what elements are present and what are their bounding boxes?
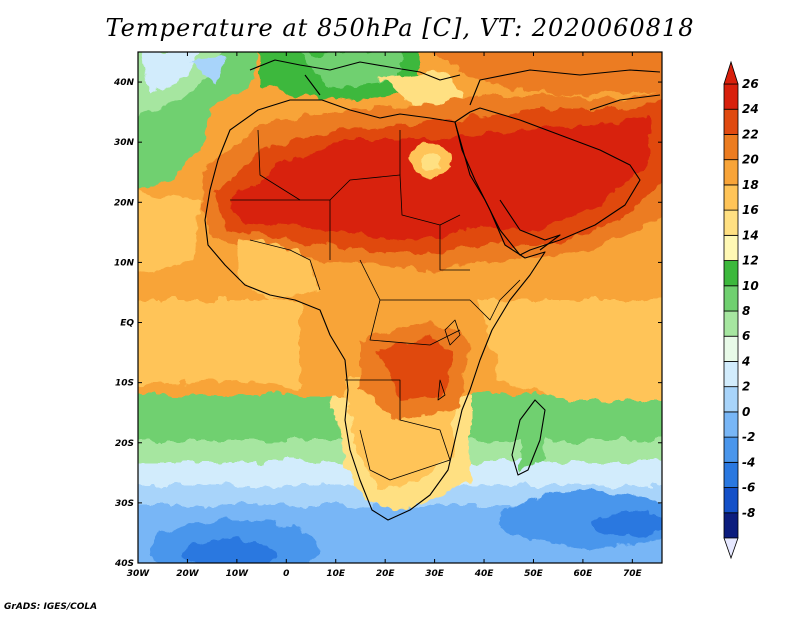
colorbar-swatch [723, 285, 739, 312]
colorbar-label: 26 [742, 77, 759, 91]
latitude-label: 40N [113, 78, 135, 88]
colorbar-swatch [723, 436, 739, 463]
colorbar-max-arrow [723, 60, 739, 85]
colorbar-swatch [723, 134, 739, 161]
colorbar-swatch [723, 411, 739, 438]
colorbar-swatch [723, 209, 739, 236]
colorbar-swatch [723, 159, 739, 186]
longitude-label: 20E [376, 569, 396, 579]
latitude-labels: 40S 30S 20S 10S EQ 10N 20N 30N 40N [113, 78, 135, 569]
colorbar-label: -2 [742, 430, 755, 444]
latitude-label: 10N [114, 258, 135, 268]
colorbar-swatch [723, 234, 739, 261]
latitude-label: 30N [114, 138, 135, 148]
latitude-label: 20S [115, 439, 134, 449]
colorbar-label: 14 [742, 228, 759, 242]
colorbar-label: 16 [742, 203, 759, 217]
colorbar-label: 6 [742, 329, 750, 343]
colorbar-swatch [723, 335, 739, 362]
colorbar-swatch [723, 310, 739, 337]
axis-ticks [137, 52, 662, 564]
colorbar-label: 20 [742, 153, 759, 167]
colorbar-swatch [723, 512, 739, 539]
colorbar-swatch [723, 184, 739, 211]
colorbar-label: 8 [742, 304, 750, 318]
coastlines [204, 59, 661, 521]
colorbar-min-arrow [723, 537, 739, 560]
temperature-field [138, 52, 662, 563]
colorbar-swatch [723, 386, 739, 413]
colorbar-label: 4 [741, 354, 750, 368]
longitude-labels: 30W 20W 10W 0 10E 20E 30E 40E 50E 60E 70E [127, 569, 643, 579]
colorbar-label: 2 [742, 380, 750, 394]
colorbar-label: 12 [742, 254, 759, 268]
longitude-label: 10W [226, 569, 250, 579]
grads-credit: GrADS: IGES/COLA [4, 602, 98, 612]
colorbar-swatch [723, 461, 739, 488]
colorbar-swatch [723, 108, 739, 135]
colorbar-label: 0 [742, 405, 750, 419]
latitude-label: 40S [114, 559, 134, 569]
longitude-label: 70E [623, 569, 643, 579]
map-title: Temperature at 850hPa [C], VT: 202006081… [105, 14, 695, 42]
latitude-label: 20N [114, 198, 135, 208]
longitude-label: 20W [176, 569, 200, 579]
longitude-label: 40E [474, 569, 495, 579]
colorbar-swatch [723, 83, 739, 110]
latitude-label: EQ [120, 319, 134, 329]
colorbar-swatch [723, 361, 739, 388]
plot-frame [137, 51, 663, 564]
longitude-label: 60E [574, 569, 594, 579]
colorbar-swatch [723, 487, 739, 514]
colorbar-label: 18 [742, 178, 759, 192]
latitude-label: 30S [115, 499, 134, 509]
longitude-label: 0 [283, 569, 289, 579]
longitude-label: 30W [127, 569, 151, 579]
colorbar-label: 22 [742, 127, 759, 141]
colorbar-label: -8 [742, 506, 755, 520]
longitude-label: 30E [425, 569, 445, 579]
colorbar-label: 10 [742, 279, 759, 293]
colorbar-swatch [723, 260, 739, 287]
colorbar-label: 24 [742, 102, 759, 116]
colorbar-label: -6 [742, 481, 755, 495]
colorbar-label: -4 [742, 455, 755, 469]
latitude-label: 10S [115, 379, 134, 389]
longitude-label: 50E [524, 569, 544, 579]
longitude-label: 10E [326, 569, 346, 579]
